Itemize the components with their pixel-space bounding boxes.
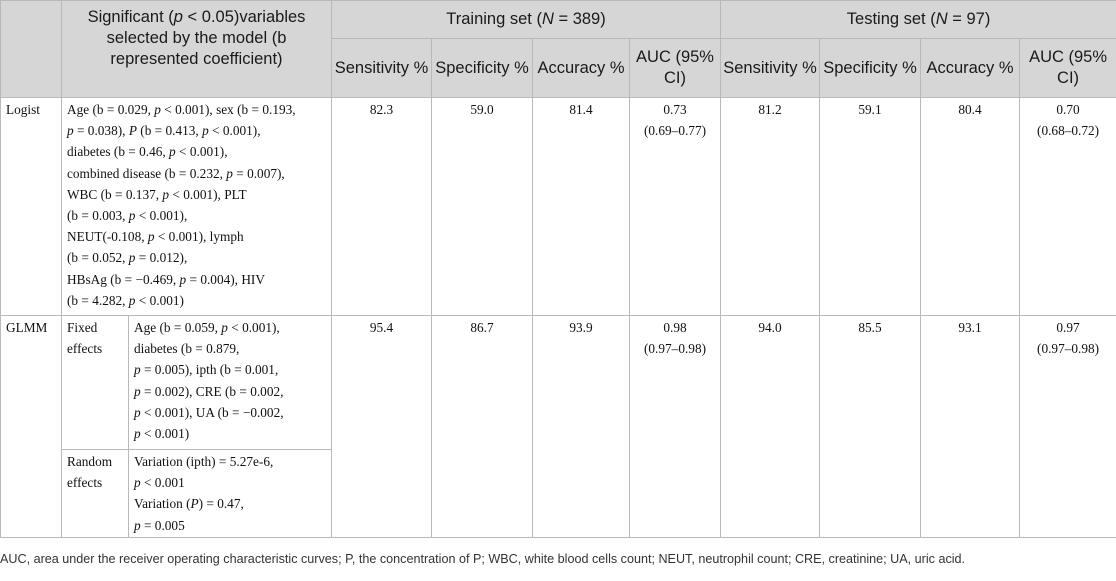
table-row-glmm-random: Random effects Variation (ipth) = 5.27e-… (1, 449, 1116, 538)
glmm-fixed-variables: Age (b = 0.059, p < 0.001), diabetes (b … (128, 315, 332, 450)
logist-test-sensitivity: 81.2 (720, 97, 821, 316)
logist-test-specificity: 59.1 (819, 97, 922, 316)
glmm-random-label: Random effects (61, 449, 129, 538)
logist-train-sensitivity: 82.3 (331, 97, 432, 316)
glmm-test-accuracy: 93.1 (920, 315, 1021, 538)
logist-variable-line: p = 0.038), P (b = 0.413, p < 0.001), (67, 123, 261, 139)
glmm-fixed-line: p = 0.005), ipth (b = 0.001, (134, 362, 279, 378)
model-name-glmm: GLMM (0, 315, 62, 538)
glmm-train-sensitivity: 95.4 (331, 315, 432, 538)
header-test-auc: AUC (95% CI) (1019, 38, 1116, 98)
logist-variable-line: combined disease (b = 0.232, p = 0.007), (67, 165, 285, 181)
model-performance-table: Significant (p < 0.05)variables selected… (0, 0, 1116, 538)
glmm-train-auc: 0.98 (0.97–0.98) (628, 315, 722, 538)
logist-train-accuracy: 81.4 (532, 97, 630, 316)
glmm-test-auc: 0.97 (0.97–0.98) (1019, 315, 1116, 538)
header-training-set: Training set (N = 389) (330, 0, 722, 39)
glmm-random-line: p < 0.001 (134, 475, 185, 491)
results-table-container: Significant (p < 0.05)variables selected… (0, 0, 1116, 538)
glmm-random-line: Variation (ipth) = 5.27e-6, (134, 454, 274, 469)
auc-ci: (0.68–0.72) (1037, 123, 1100, 139)
header-test-sensitivity: Sensitivity % (720, 38, 821, 98)
glmm-fixed-line: p < 0.001), UA (b = −0.002, (134, 404, 284, 420)
header-testing-set: Testing set (N = 97) (720, 0, 1116, 39)
header-row-group: Significant (p < 0.05)variables selected… (0, 0, 1116, 98)
table-footnote: AUC, area under the receiver operating c… (0, 552, 966, 566)
logist-test-auc: 0.70 (0.68–0.72) (1019, 97, 1116, 316)
glmm-train-accuracy: 93.9 (532, 315, 630, 538)
logist-train-specificity: 59.0 (431, 97, 533, 316)
header-test-specificity: Specificity % (819, 38, 922, 98)
glmm-fixed-line: Age (b = 0.059, p < 0.001), (134, 320, 280, 335)
header-train-specificity: Specificity % (431, 38, 533, 98)
header-train-auc: AUC (95% CI) (628, 38, 722, 98)
glmm-random-line: p = 0.005 (134, 517, 185, 533)
auc-value: 0.98 (663, 320, 687, 335)
glmm-fixed-line: p = 0.002), CRE (b = 0.002, (134, 383, 284, 399)
auc-value: 0.73 (663, 102, 687, 117)
logist-variables: Age (b = 0.029, p < 0.001), sex (b = 0.1… (61, 97, 332, 316)
auc-ci: (0.97–0.98) (1037, 341, 1100, 357)
glmm-test-sensitivity: 94.0 (720, 315, 821, 538)
glmm-random-variables: Variation (ipth) = 5.27e-6, p < 0.001 Va… (128, 449, 332, 538)
auc-ci: (0.97–0.98) (643, 341, 707, 357)
logist-variable-line: (b = 4.282, p < 0.001) (67, 292, 184, 308)
logist-variable-line: (b = 0.003, p < 0.001), (67, 208, 188, 224)
auc-value: 0.70 (1056, 102, 1080, 117)
glmm-test-specificity: 85.5 (819, 315, 922, 538)
header-test-accuracy: Accuracy % (920, 38, 1021, 98)
logist-test-accuracy: 80.4 (920, 97, 1021, 316)
auc-ci: (0.69–0.77) (643, 123, 707, 139)
logist-train-auc: 0.73 (0.69–0.77) (628, 97, 722, 316)
logist-variable-line: HBsAg (b = −0.469, p = 0.004), HIV (67, 271, 265, 287)
header-train-accuracy: Accuracy % (532, 38, 630, 98)
header-train-sensitivity: Sensitivity % (331, 38, 432, 98)
glmm-fixed-line: diabetes (b = 0.879, (134, 341, 240, 357)
table-row-glmm-fixed: GLMM Fixed effects Age (b = 0.059, p < 0… (0, 315, 1116, 538)
glmm-random-line: Variation (P) = 0.47, (134, 496, 244, 512)
logist-variable-line: Age (b = 0.029, p < 0.001), sex (b = 0.1… (67, 102, 296, 117)
glmm-fixed-line: p < 0.001) (134, 426, 190, 442)
header-row-columns: Sensitivity % Specificity % Accuracy % A… (1, 38, 1116, 98)
table-row-logist: Logist Age (b = 0.029, p < 0.001), sex (… (0, 97, 1116, 316)
glmm-fixed-label: Fixed effects (61, 315, 129, 450)
logist-variable-line: WBC (b = 0.137, p < 0.001), PLT (67, 186, 247, 202)
glmm-train-specificity: 86.7 (431, 315, 533, 538)
header-blank-cell (0, 0, 62, 98)
auc-value: 0.97 (1056, 320, 1080, 335)
logist-variable-line: (b = 0.052, p = 0.012), (67, 250, 188, 266)
model-name-logist: Logist (0, 97, 62, 316)
header-significant-variables: Significant (p < 0.05)variables selected… (61, 0, 332, 98)
logist-variable-line: NEUT(-0.108, p < 0.001), lymph (67, 229, 244, 245)
logist-variable-line: diabetes (b = 0.46, p < 0.001), (67, 144, 228, 160)
